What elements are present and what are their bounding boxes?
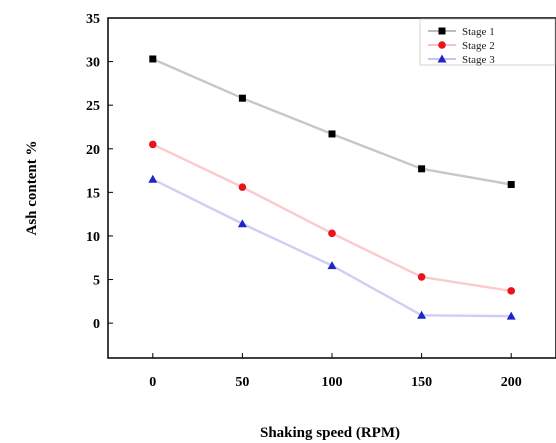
series-line [152,178,512,318]
legend-item: Stage 1 [428,26,495,38]
legend-marker [438,27,446,35]
x-axis-ticks: 0 50 100 150 200 [149,353,522,390]
y-axis-title: Ash content % [24,140,40,235]
legend-marker [438,41,446,49]
y-axis-ticks: 0 5 10 15 20 25 30 35 [86,12,113,332]
y-tick-label: 15 [86,186,100,201]
data-point [507,287,515,295]
y-tick-label: 20 [86,143,100,158]
legend-marker [437,54,447,63]
x-axis-title: Shaking speed (RPM) [260,425,400,441]
data-point [418,165,426,173]
data-point [238,94,246,102]
legend-item: Stage 2 [428,40,495,52]
legend-item: Stage 3 [428,54,495,66]
data-point [327,261,337,270]
legend-label: Stage 2 [462,40,495,52]
data-point [507,181,515,189]
x-tick-label: 50 [235,375,249,390]
legend: Stage 1 Stage 2 Stage 3 [419,18,556,66]
y-tick-label: 5 [93,274,100,289]
data-point [149,140,157,149]
data-point [238,183,247,191]
legend-label: Stage 3 [462,54,495,66]
y-tick-label: 35 [86,12,100,27]
data-point [417,310,427,319]
series-line [152,57,512,186]
y-tick-label: 10 [86,230,100,245]
y-tick-label: 30 [86,56,100,71]
x-tick-label: 100 [322,375,343,390]
data-point [417,273,426,281]
series-layer [148,55,516,320]
data-point [506,311,516,320]
data-point [237,219,247,228]
data-point [328,229,336,238]
x-tick-label: 200 [501,375,522,390]
series-stage-3 [148,174,516,320]
data-point [149,55,157,63]
series-stage-2 [149,140,515,295]
series-stage-1 [149,55,515,189]
y-tick-label: 0 [93,317,100,332]
data-point [328,130,336,138]
x-tick-label: 0 [149,375,156,390]
legend-label: Stage 1 [462,26,495,38]
data-point [148,174,158,183]
y-tick-label: 25 [86,99,100,114]
x-tick-label: 150 [411,375,432,390]
